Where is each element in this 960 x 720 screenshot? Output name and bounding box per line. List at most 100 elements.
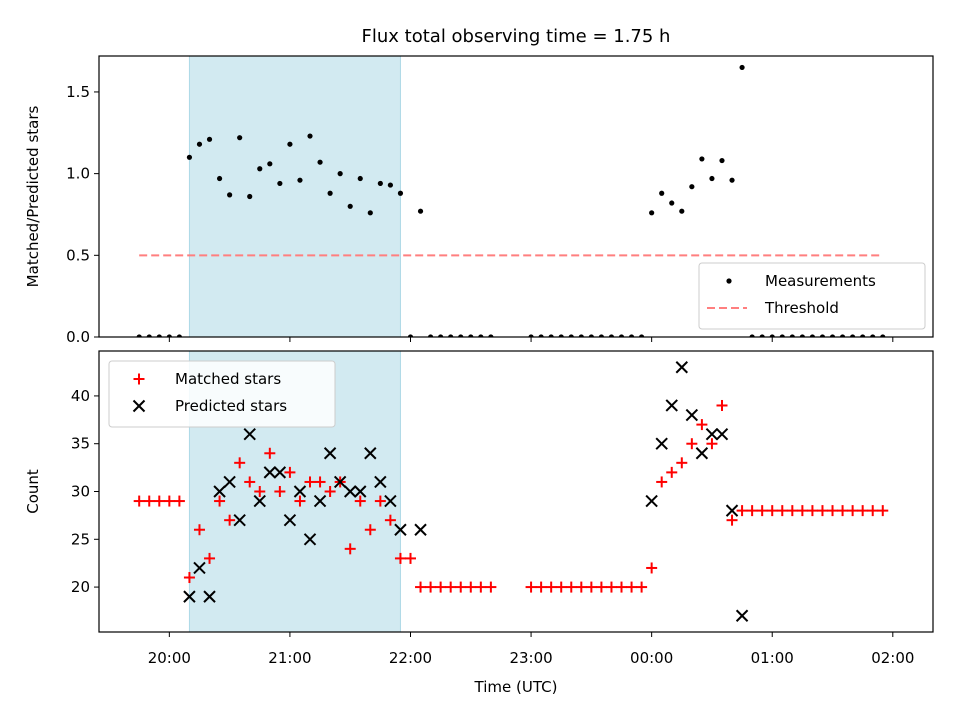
data-point — [253, 494, 266, 508]
data-point — [257, 166, 263, 172]
data-point — [639, 334, 645, 337]
data-point — [809, 334, 816, 337]
data-point — [374, 475, 387, 489]
data-point — [548, 334, 554, 337]
data-point — [806, 505, 818, 517]
data-point — [287, 141, 293, 147]
y-tick-label: 40 — [71, 387, 90, 405]
data-point — [435, 581, 447, 593]
data-point — [343, 485, 357, 498]
data-point — [759, 334, 765, 337]
data-point — [786, 505, 798, 517]
top-series-measurements — [136, 64, 886, 337]
data-point — [206, 136, 213, 142]
data-point — [234, 457, 246, 469]
data-point — [575, 581, 587, 593]
y-tick-label: 35 — [71, 435, 90, 453]
data-point — [404, 552, 416, 564]
top-shaded-observing-region — [188, 55, 401, 338]
data-point — [367, 210, 373, 216]
data-point — [294, 495, 306, 507]
data-point — [284, 466, 296, 478]
data-point — [669, 200, 675, 206]
data-point — [297, 177, 303, 183]
data-point — [263, 466, 277, 479]
data-point — [475, 581, 487, 593]
data-point — [676, 457, 688, 469]
legend-entry-label: Threshold — [764, 299, 839, 317]
data-point — [739, 64, 745, 71]
chart-title: Flux total observing time = 1.75 h — [362, 26, 671, 47]
data-point — [415, 581, 427, 593]
bottom-series-predicted-stars — [183, 361, 749, 622]
data-point — [837, 505, 849, 517]
bottom-series-matched-stars — [133, 399, 889, 593]
data-point — [850, 334, 856, 337]
data-point — [659, 190, 665, 196]
data-point — [274, 486, 286, 497]
data-point — [666, 466, 678, 478]
data-point — [213, 485, 226, 498]
data-point — [588, 334, 594, 337]
data-point — [789, 334, 795, 337]
data-point — [565, 581, 577, 593]
data-point — [726, 514, 738, 526]
data-point — [655, 437, 668, 450]
data-point — [719, 157, 725, 164]
data-point — [384, 514, 396, 526]
data-point — [877, 505, 889, 517]
data-point — [264, 447, 276, 459]
data-point — [203, 590, 216, 603]
data-point — [525, 581, 537, 593]
data-point — [337, 171, 343, 177]
data-point — [344, 543, 356, 555]
data-point — [709, 175, 715, 182]
x-tick-label: 22:00 — [389, 649, 432, 667]
data-point — [699, 156, 705, 162]
data-point — [323, 447, 337, 460]
data-point — [438, 334, 444, 337]
data-point — [427, 334, 434, 337]
data-point — [173, 495, 185, 507]
data-point — [303, 533, 317, 546]
data-point — [183, 572, 195, 584]
data-point — [880, 334, 886, 337]
legend-entry-label: Matched stars — [175, 370, 281, 388]
data-point — [244, 476, 256, 488]
legend-box — [108, 360, 336, 428]
data-point — [799, 334, 805, 337]
data-point — [425, 581, 437, 593]
data-point — [364, 524, 376, 536]
data-point — [796, 505, 808, 517]
data-point — [857, 505, 869, 517]
data-point — [538, 334, 544, 337]
x-tick-label: 02:00 — [871, 649, 914, 667]
data-point — [313, 494, 327, 508]
data-point — [779, 334, 785, 337]
data-point — [605, 581, 617, 593]
data-point — [628, 334, 635, 337]
data-point — [816, 505, 828, 517]
data-point — [193, 524, 205, 536]
data-point — [417, 208, 424, 214]
data-point — [186, 154, 193, 160]
data-point — [327, 190, 333, 196]
data-point — [568, 334, 574, 337]
data-point — [273, 466, 287, 479]
data-point — [387, 182, 393, 188]
data-point — [254, 486, 266, 497]
data-point — [488, 334, 494, 337]
data-point — [193, 561, 206, 575]
data-point — [675, 361, 689, 374]
y-tick-label: 20 — [71, 578, 90, 596]
bottom-y-axis-label: Count — [24, 469, 42, 514]
data-point — [357, 175, 363, 182]
data-point — [247, 193, 253, 200]
data-point — [397, 190, 404, 196]
data-point — [354, 485, 367, 498]
legend-entry-label: Predicted stars — [175, 397, 287, 415]
data-point — [166, 334, 172, 337]
x-tick-label: 21:00 — [268, 649, 311, 667]
data-point — [656, 476, 668, 488]
